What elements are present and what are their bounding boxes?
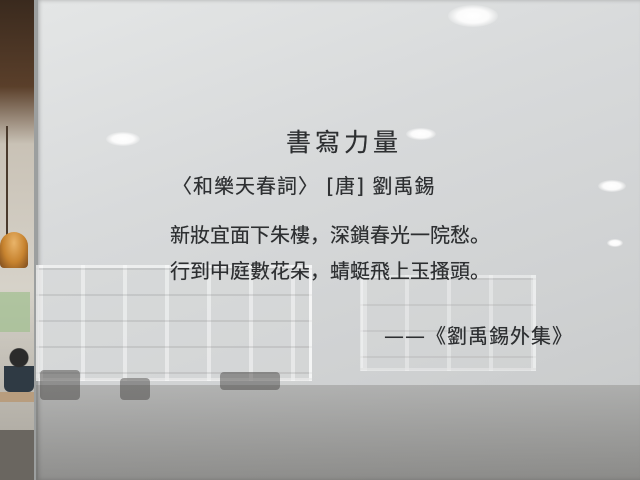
poem-title-and-author: 〈和樂天春詞〉 [唐] 劉禹錫 (172, 174, 436, 198)
glass-panel-edge (34, 0, 38, 480)
poem-heading: 書寫力量 (286, 128, 403, 157)
background-floor (0, 430, 38, 480)
ceiling-light-reflection (607, 239, 623, 247)
window-reflection (360, 275, 536, 371)
background-room (0, 0, 38, 480)
poem-source: ——《劉禹錫外集》 (384, 324, 573, 348)
background-table (0, 392, 38, 402)
ceiling-light-reflection (598, 180, 626, 192)
ceiling-light-reflection (406, 128, 436, 140)
poem-verse: 新妝宜面下朱樓，深鎖春光一院愁。 (170, 223, 490, 247)
seated-person (4, 348, 34, 392)
chair-reflection (120, 378, 150, 400)
window-reflection (36, 265, 312, 381)
lamp-cord (6, 126, 8, 236)
floor-reflection (36, 385, 640, 480)
chair-reflection (220, 372, 280, 390)
poem-verse: 行到中庭數花朵，蜻蜓飛上玉搔頭。 (170, 259, 490, 283)
chair-reflection (40, 370, 80, 400)
background-window (0, 292, 30, 332)
ceiling-light-reflection (106, 132, 140, 146)
pendant-lamp (0, 232, 28, 268)
ceiling-light-reflection (448, 5, 498, 27)
